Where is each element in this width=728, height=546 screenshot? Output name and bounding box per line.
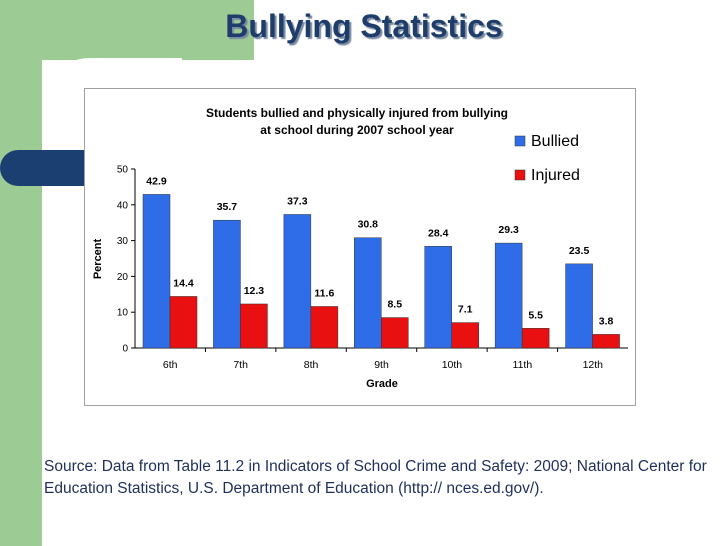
data-label-bullied: 29.3	[498, 224, 519, 236]
y-axis-label: Percent	[92, 238, 104, 279]
bar-bullied	[565, 263, 593, 349]
bar-injured	[592, 334, 620, 349]
y-tick-label: 20	[117, 272, 129, 283]
bar-injured	[169, 296, 198, 349]
data-label-injured: 14.4	[173, 277, 194, 289]
y-tick-label: 0	[122, 344, 128, 355]
bar-bullied	[424, 246, 452, 349]
decor-green-left	[0, 0, 42, 546]
bar-bullied	[354, 237, 382, 349]
data-label-injured: 5.5	[528, 309, 543, 321]
chart-title-line1: Students bullied and physically injured …	[206, 106, 508, 120]
bar-chart: Students bullied and physically injured …	[92, 106, 628, 390]
data-label-injured: 11.6	[314, 287, 334, 299]
data-label-bullied: 23.5	[569, 245, 590, 257]
y-tick-label: 40	[117, 200, 129, 211]
bar-bullied	[494, 242, 523, 349]
x-tick-label: 9th	[374, 359, 389, 371]
bar-bullied	[283, 214, 312, 349]
data-label-bullied: 30.8	[358, 219, 379, 231]
x-axis-label: Grade	[366, 378, 398, 390]
legend-label-bullied: Bullied	[531, 133, 579, 150]
decor-green-top	[42, 0, 254, 60]
bar-bullied	[213, 219, 241, 349]
plot-area: 0 10 20 30 40 50 42.9 14.4 6th 35.7 12.3 7th 37.3 11.…	[117, 165, 628, 371]
data-label-injured: 7.1	[458, 304, 473, 316]
chart-title-line2: at school during 2007 school year	[260, 123, 454, 137]
legend-label-injured: Injured	[531, 167, 580, 184]
y-tick-label: 50	[117, 165, 129, 176]
bar-injured	[310, 306, 339, 349]
bar-injured	[381, 317, 409, 349]
x-tick-label: 10th	[442, 359, 463, 371]
x-tick-label: 7th	[233, 359, 248, 371]
bar-injured	[451, 322, 479, 349]
x-tick-label: 12th	[583, 359, 604, 371]
source-note: Source: Data from Table 11.2 in Indicato…	[44, 458, 707, 497]
bar-injured	[521, 328, 550, 349]
x-tick-label: 8th	[304, 359, 319, 371]
data-label-injured: 8.5	[387, 299, 402, 311]
legend-swatch-bullied	[514, 135, 526, 147]
data-label-bullied: 37.3	[287, 195, 308, 207]
data-label-bullied: 28.4	[428, 227, 449, 239]
data-label-bullied: 35.7	[217, 201, 238, 213]
bar-bullied	[142, 194, 171, 349]
y-tick-label: 30	[117, 236, 129, 247]
y-tick-label: 10	[117, 308, 129, 319]
x-tick-label: 11th	[513, 359, 533, 371]
chart-container: Students bullied and physically injured …	[84, 88, 636, 406]
bar-injured	[240, 303, 268, 349]
data-label-injured: 3.8	[599, 315, 614, 327]
legend-swatch-injured	[514, 169, 526, 181]
data-label-injured: 12.3	[244, 285, 265, 297]
x-tick-label: 6th	[163, 359, 178, 371]
legend: Bullied Injured	[514, 133, 580, 184]
data-label-bullied: 42.9	[146, 175, 167, 187]
slide-title: Bullying Statistics	[225, 8, 503, 44]
